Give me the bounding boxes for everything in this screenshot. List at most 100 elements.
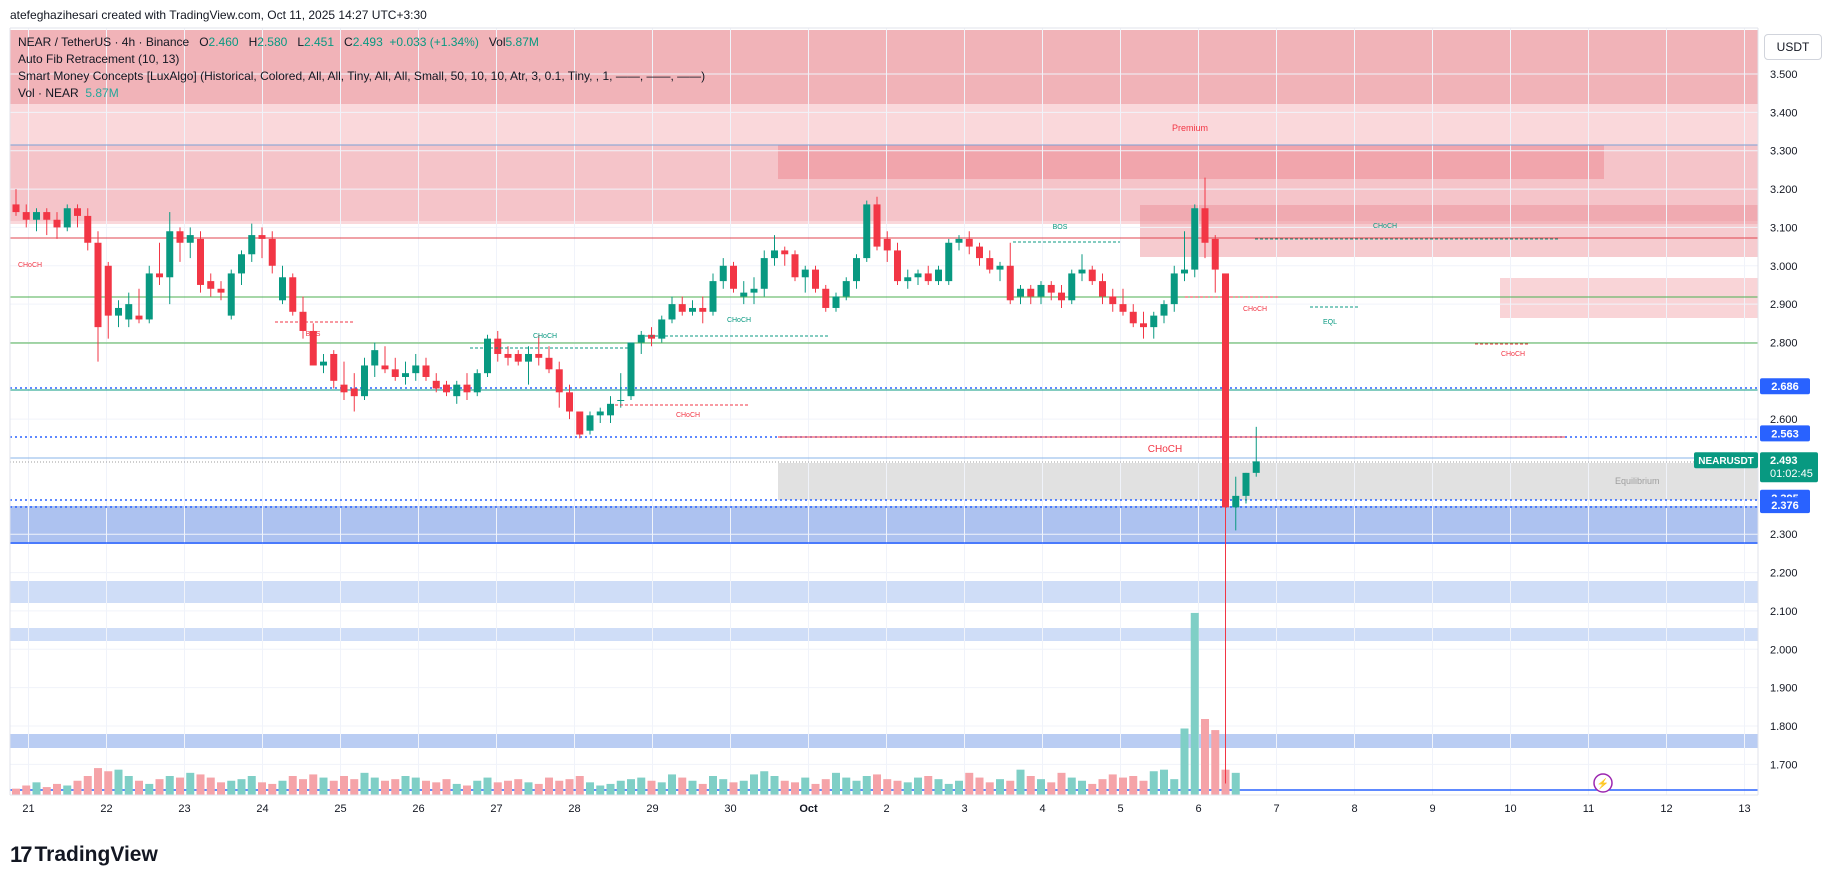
volume-bar (360, 772, 369, 795)
candle-body (176, 231, 184, 243)
premium-label: Premium (1172, 123, 1208, 133)
candle-body (1006, 265, 1014, 301)
candle-body (555, 369, 563, 393)
volume-bar (821, 779, 830, 795)
candle-body (53, 219, 61, 228)
candle (637, 330, 645, 354)
candle (894, 242, 901, 285)
candle (53, 212, 61, 239)
indicator-volume[interactable]: Vol · NEAR 5.87M (18, 85, 705, 102)
candle (176, 227, 184, 262)
candle (217, 281, 225, 301)
volume-bar (452, 783, 461, 795)
candle-body (935, 269, 942, 282)
time-tick-label: 5 (1117, 803, 1123, 815)
volume-bar (237, 779, 246, 795)
candle (1058, 284, 1065, 308)
candle-body (832, 296, 840, 308)
volume-bar (288, 776, 297, 795)
volume-bar (176, 777, 184, 795)
candle-body (1129, 311, 1137, 324)
candle (740, 281, 748, 305)
candle-body (1058, 292, 1065, 301)
volume-bar (206, 777, 215, 795)
candle (627, 342, 635, 400)
candle (320, 353, 327, 374)
candle-body (699, 307, 707, 312)
candle (227, 269, 235, 320)
candle (750, 277, 758, 305)
last-price-countdown: 01:02:45 (1770, 468, 1813, 480)
candle-body (361, 365, 368, 397)
smc-label: CHoCH (18, 262, 42, 269)
candle (1232, 476, 1240, 531)
volume-bar (1037, 779, 1045, 795)
symbol-ohlc-row[interactable]: NEAR / TetherUS · 4h · Binance O2.460 H2… (18, 34, 705, 51)
candle-body (371, 350, 379, 366)
candle (658, 315, 666, 343)
candle (1068, 269, 1076, 305)
candle-body (1109, 296, 1117, 305)
candle (1027, 284, 1035, 305)
volume-bar (914, 777, 922, 795)
candle-body (586, 415, 594, 431)
volume-bar (606, 783, 615, 795)
candle-body (596, 411, 604, 416)
created-by-header: atefeghazihesari created with TradingVie… (10, 8, 427, 22)
indicator-smc[interactable]: Smart Money Concepts [LuxAlgo] (Historic… (18, 69, 706, 83)
volume-bar (996, 779, 1004, 795)
symbol-name[interactable]: NEAR / TetherUS · 4h · Binance (18, 35, 190, 49)
candle (402, 361, 409, 385)
volume-bar (94, 768, 102, 795)
candle (432, 373, 440, 393)
candle (289, 273, 297, 316)
price-tick-label: 2.000 (1770, 644, 1798, 656)
volume-bar (83, 776, 92, 795)
volume-bar (401, 776, 410, 795)
volume-bar (657, 782, 666, 795)
candle-body (617, 399, 625, 401)
candle (1181, 231, 1188, 282)
candle (945, 238, 953, 285)
candle-body (996, 265, 1004, 270)
volume-bar (698, 783, 707, 795)
currency-button[interactable]: USDT (1764, 34, 1822, 60)
volume-bar (1026, 776, 1035, 795)
fvg-1 (10, 581, 1758, 603)
candle (63, 204, 71, 232)
volume-bar (114, 769, 123, 795)
fvg-2 (10, 628, 1758, 641)
volume-bar (186, 772, 195, 795)
candle (412, 353, 420, 381)
candle-body (1027, 288, 1035, 297)
candle-body (781, 250, 789, 255)
volume-bar (442, 779, 451, 795)
volume-bar (135, 780, 143, 795)
candle (1088, 265, 1096, 285)
time-tick-label: 11 (1583, 803, 1594, 815)
candle-body (740, 292, 748, 297)
time-tick-label: 29 (646, 803, 658, 815)
indicator-fib[interactable]: Auto Fib Retracement (10, 13) (18, 52, 180, 66)
candle-body (894, 250, 901, 282)
volume-bar (934, 779, 943, 795)
candle-body (279, 277, 286, 301)
price-label-box (1760, 497, 1810, 514)
time-tick-label: 3 (961, 803, 967, 815)
time-tick-label: 24 (256, 803, 268, 815)
candle (422, 357, 430, 381)
discount-zone (10, 506, 1758, 544)
candle-body (156, 273, 163, 278)
candle (1222, 273, 1229, 784)
candle-body (719, 265, 727, 282)
volume-bar (258, 782, 266, 795)
time-tick-label: 27 (490, 803, 502, 815)
candle-body (1201, 208, 1209, 243)
volume-bar (1067, 777, 1076, 795)
fvg-3 (10, 734, 1758, 748)
vol-indicator-value: 5.87M (85, 86, 119, 100)
last-price-box (1760, 452, 1818, 483)
candle (771, 235, 778, 266)
volume-bar (811, 783, 820, 795)
